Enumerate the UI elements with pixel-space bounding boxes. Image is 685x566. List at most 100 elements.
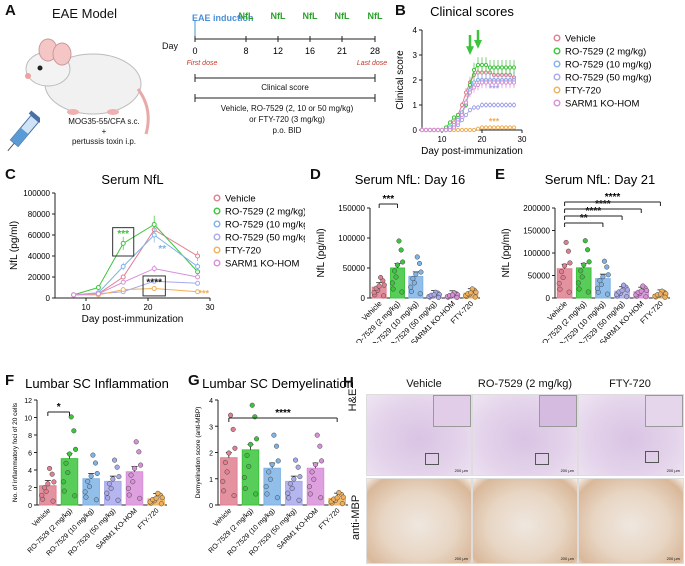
y-axis-label: Demyelination score (anti-MBP) xyxy=(195,407,202,499)
data-point xyxy=(112,457,118,463)
data-point xyxy=(454,294,460,301)
treatment-text: Vehicle, RO-7529 (2, 10 or 50 mg/kg) or … xyxy=(220,104,354,135)
x-tick-label: FTY-720 xyxy=(318,507,342,531)
data-point xyxy=(242,485,248,492)
data-point xyxy=(108,485,114,492)
data-point xyxy=(473,289,479,295)
legend-marker xyxy=(213,246,221,254)
data-point xyxy=(621,282,627,288)
series-line xyxy=(422,72,515,131)
data-point xyxy=(274,495,280,501)
he-vehicle-image: 200 μm xyxy=(366,394,472,476)
y-tick-label: 50000 xyxy=(528,272,551,281)
data-point xyxy=(499,125,505,130)
data-point xyxy=(151,266,157,272)
legend-label: RO-7529 (50 mg/kg) xyxy=(565,73,652,84)
legend-item: FTY-720 xyxy=(213,246,261,257)
data-point xyxy=(311,476,317,482)
mbp-vehicle-image: 200 μm xyxy=(366,478,472,564)
data-point xyxy=(563,239,569,245)
data-point xyxy=(475,126,481,131)
data-point xyxy=(567,260,573,266)
data-point xyxy=(443,127,449,133)
data-point xyxy=(317,443,323,449)
data-point xyxy=(116,474,122,480)
data-point xyxy=(575,280,581,286)
he-ro7529-image: 200 μm xyxy=(472,394,578,476)
data-point xyxy=(86,484,92,490)
data-point xyxy=(408,284,414,290)
data-point xyxy=(503,80,509,85)
data-point xyxy=(72,493,78,499)
significance-label: *** xyxy=(489,83,500,93)
data-point xyxy=(566,289,572,295)
data-point xyxy=(560,274,566,281)
legend-label: RO-7529 (50 mg/kg) xyxy=(225,233,305,244)
legend-label: Vehicle xyxy=(565,34,596,45)
data-point xyxy=(291,476,297,482)
mouse-illustration xyxy=(25,38,150,135)
data-point xyxy=(604,291,611,297)
significance-label: * xyxy=(57,402,61,413)
data-point xyxy=(604,264,610,270)
data-point xyxy=(638,288,644,294)
y-tick-label: 0 xyxy=(361,294,366,303)
data-point xyxy=(312,462,319,468)
data-point xyxy=(431,292,437,298)
legend-item: RO-7529 (2 mg/kg) xyxy=(213,207,305,218)
data-point xyxy=(159,495,165,501)
data-point xyxy=(336,489,342,496)
data-point xyxy=(73,446,79,452)
data-point xyxy=(463,100,469,105)
data-point xyxy=(151,232,157,238)
data-point xyxy=(334,495,340,501)
legend-label: SARM1 KO-HOM xyxy=(225,259,300,270)
data-point xyxy=(447,120,453,125)
data-point xyxy=(487,102,493,108)
data-point xyxy=(90,452,96,458)
legend-marker xyxy=(553,73,561,81)
nfl-label: NfL xyxy=(335,11,350,21)
data-point xyxy=(318,495,324,501)
x-tick-label: 10 xyxy=(438,135,447,144)
y-tick-label: 8 xyxy=(28,433,32,440)
legend-label: RO-7529 (2 mg/kg) xyxy=(225,207,305,218)
data-point xyxy=(95,291,101,297)
x-tick-label: 30 xyxy=(518,135,527,144)
significance-label: **** xyxy=(275,408,291,419)
nfl-label: NfL xyxy=(271,11,286,21)
h-col-fty720: FTY-720 xyxy=(609,378,651,390)
legend-marker xyxy=(553,47,561,55)
legend-marker xyxy=(553,86,561,94)
data-point xyxy=(246,463,252,469)
data-point xyxy=(195,274,201,280)
day-label: 0 xyxy=(192,46,197,56)
legend-marker xyxy=(553,34,561,42)
data-point xyxy=(499,80,505,85)
y-tick-label: 1 xyxy=(413,101,418,110)
data-point xyxy=(254,436,260,442)
data-point xyxy=(468,290,474,296)
data-point xyxy=(120,240,126,246)
data-point xyxy=(293,457,299,463)
data-point xyxy=(507,65,513,70)
x-tick-label: FTY-720 xyxy=(137,507,161,531)
mbp-fty720-image: 200 μm xyxy=(578,478,684,564)
data-point xyxy=(495,80,501,85)
data-point xyxy=(558,269,565,275)
data-point xyxy=(63,460,69,466)
data-point xyxy=(467,127,473,133)
data-point xyxy=(106,481,112,487)
data-point xyxy=(195,264,201,269)
data-point xyxy=(459,127,465,133)
data-point xyxy=(60,479,66,485)
legend-marker xyxy=(553,60,561,68)
significance-label: **** xyxy=(605,192,621,203)
data-point xyxy=(195,253,201,259)
y-tick-label: 40000 xyxy=(28,252,51,261)
data-point xyxy=(271,432,277,438)
significance-label: *** xyxy=(117,229,129,240)
data-point xyxy=(120,264,126,269)
data-point xyxy=(392,268,398,274)
first-dose-label: First dose xyxy=(186,60,218,67)
